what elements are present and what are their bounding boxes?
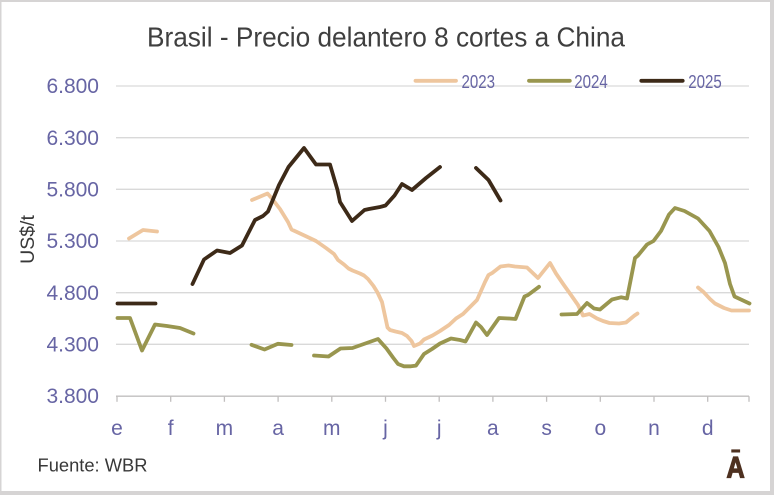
svg-text:3.800: 3.800 <box>46 385 99 408</box>
svg-text:j: j <box>436 417 442 440</box>
svg-text:4.300: 4.300 <box>46 334 99 357</box>
svg-text:f: f <box>168 417 174 440</box>
svg-text:m: m <box>323 417 341 440</box>
svg-text:2023: 2023 <box>462 71 496 92</box>
svg-text:j: j <box>382 417 388 440</box>
svg-text:6.300: 6.300 <box>46 127 99 150</box>
svg-text:2025: 2025 <box>688 71 722 92</box>
svg-text:6.800: 6.800 <box>46 75 99 98</box>
svg-text:m: m <box>216 417 234 440</box>
svg-text:s: s <box>541 417 552 440</box>
svg-text:Fuente: WBR: Fuente: WBR <box>38 456 148 476</box>
svg-text:n: n <box>648 417 660 440</box>
svg-text:Brasil - Precio delantero 8 co: Brasil - Precio delantero 8 cortes a Chi… <box>147 22 626 53</box>
svg-text:o: o <box>594 417 606 440</box>
svg-text:d: d <box>702 417 714 440</box>
svg-text:5.300: 5.300 <box>46 230 99 253</box>
svg-text:a: a <box>487 417 499 440</box>
svg-text:A: A <box>727 452 745 485</box>
svg-text:e: e <box>111 417 123 440</box>
svg-text:2024: 2024 <box>574 71 608 92</box>
svg-text:5.800: 5.800 <box>46 179 99 202</box>
svg-text:a: a <box>272 417 284 440</box>
svg-text:US$/t: US$/t <box>17 215 39 264</box>
svg-text:4.800: 4.800 <box>46 282 99 305</box>
